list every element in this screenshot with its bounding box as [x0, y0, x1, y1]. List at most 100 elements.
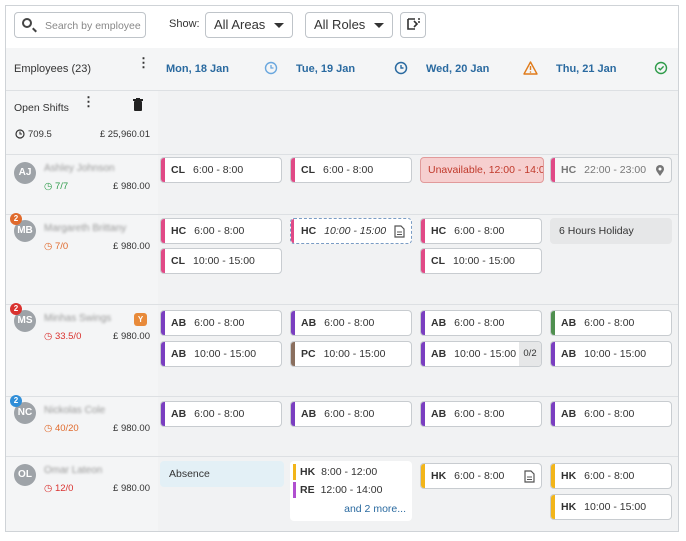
clock-icon	[394, 61, 408, 75]
role-select[interactable]: All Roles	[305, 12, 393, 38]
employee-cost: £ 980.00	[113, 483, 150, 494]
swap-icon	[407, 18, 420, 30]
shift-code: AB	[431, 317, 447, 329]
employee-name: Ashley Johnson	[44, 163, 115, 174]
document-icon	[394, 225, 405, 238]
shift-card[interactable]: CL 6:00 - 8:00	[290, 157, 412, 183]
employee-cost: £ 980.00	[113, 181, 150, 192]
role-select-value: All Roles	[314, 17, 366, 32]
shift-card[interactable]: PC 10:00 - 15:00	[290, 341, 412, 367]
employee-hours-value: 33.5/0	[54, 331, 82, 342]
shift-line[interactable]: RE 12:00 - 14:00	[290, 482, 410, 498]
shift-code: HC	[301, 225, 317, 237]
trash-icon[interactable]	[133, 98, 143, 111]
shift-card[interactable]: AB 10:00 - 15:00	[550, 341, 672, 367]
shift-card[interactable]: AB 6:00 - 8:00	[420, 310, 542, 336]
day-column-tue: Tue, 19 Jan	[288, 48, 419, 531]
shift-card[interactable]: HK 6:00 - 8:00	[550, 463, 672, 489]
day-title: Tue, 19 Jan	[296, 63, 356, 75]
shift-card[interactable]: CL 10:00 - 15:00	[160, 248, 282, 274]
toggle-view-button[interactable]	[400, 12, 426, 38]
shift-code: AB	[431, 348, 447, 360]
employee-row[interactable]: MB 2 Margareth Brittany ◷ 7/0 £ 980.00	[6, 213, 158, 304]
shift-card[interactable]: HK 6:00 - 8:00	[420, 463, 542, 489]
day-header[interactable]: Tue, 19 Jan	[288, 48, 418, 91]
day-title: Mon, 18 Jan	[166, 63, 229, 75]
shift-code: AB	[301, 408, 317, 420]
shift-time: 6:00 - 8:00	[193, 164, 244, 176]
shift-code: RE	[300, 484, 315, 496]
open-shifts-row: Open Shifts ⋮ 709.5 £ 25,960.01	[6, 90, 158, 154]
search-box[interactable]	[14, 12, 147, 38]
employee-row[interactable]: OL Omar Lateon ◷ 12/0 £ 980.00	[6, 456, 158, 531]
shift-card[interactable]: AB 6:00 - 8:00	[550, 401, 672, 427]
absence-card[interactable]: Absence	[160, 461, 284, 487]
shift-card[interactable]: AB 10:00 - 15:00 0/2	[420, 341, 542, 367]
employee-row[interactable]: MS 2 Minhas Swings Y ◷ 33.5/0 £ 980.00	[6, 303, 158, 396]
shift-code: AB	[301, 317, 317, 329]
shift-card[interactable]: HK 10:00 - 15:00	[550, 494, 672, 520]
day-header[interactable]: Wed, 20 Jan	[418, 48, 548, 91]
draft-shift-card[interactable]: HC 10:00 - 15:00	[290, 218, 412, 244]
day-title: Thu, 21 Jan	[556, 63, 617, 75]
employee-cost: £ 980.00	[113, 241, 150, 252]
shift-time: 10:00 - 15:00	[454, 348, 517, 360]
employee-column: Employees (23) ⋮ Open Shifts ⋮ 709.5 £ 2…	[6, 48, 159, 531]
shift-code: AB	[171, 408, 187, 420]
shift-card[interactable]: HC 6:00 - 8:00	[420, 218, 542, 244]
document-icon	[524, 470, 535, 483]
area-select-value: All Areas	[214, 17, 266, 32]
more-vertical-icon[interactable]: ⋮	[137, 55, 150, 70]
employee-hours-value: 7/7	[54, 181, 69, 192]
shift-group[interactable]: HK 8:00 - 12:00 RE 12:00 - 14:00 and 2 mor…	[290, 461, 412, 521]
open-shifts-title: Open Shifts	[14, 102, 69, 114]
holiday-card[interactable]: 6 Hours Holiday	[550, 218, 672, 244]
more-shifts-link[interactable]: and 2 more...	[344, 503, 406, 515]
shift-line[interactable]: HK 8:00 - 12:00	[290, 464, 410, 480]
avatar: MS	[14, 310, 36, 332]
shift-code: CL	[171, 164, 185, 176]
area-select[interactable]: All Areas	[205, 12, 293, 38]
assigned-count: 0/2	[519, 342, 541, 366]
day-title: Wed, 20 Jan	[426, 63, 490, 75]
unavailable-card[interactable]: Unavailable, 12:00 - 14:00	[420, 157, 544, 183]
employee-row[interactable]: NC 2 Nickolas Cole ◷ 40/20 £ 980.00	[6, 395, 158, 456]
chevron-down-icon	[274, 23, 284, 28]
shift-card[interactable]: HC 22:00 - 23:00	[550, 157, 672, 183]
shift-card[interactable]: AB 10:00 - 15:00	[160, 341, 282, 367]
shift-card[interactable]: HC 6:00 - 8:00	[160, 218, 282, 244]
open-shifts-hours: 709.5	[28, 129, 52, 140]
employee-name: Minhas Swings	[44, 313, 112, 324]
shift-card[interactable]: AB 6:00 - 8:00	[420, 401, 542, 427]
shift-card[interactable]: AB 6:00 - 8:00	[290, 401, 412, 427]
more-vertical-icon[interactable]: ⋮	[82, 94, 95, 109]
toolbar: Show: All Areas All Roles	[6, 6, 678, 49]
shift-code: AB	[561, 348, 577, 360]
clock-icon: ◷	[44, 331, 55, 342]
shift-time: 6:00 - 8:00	[323, 164, 374, 176]
shift-card[interactable]: AB 6:00 - 8:00	[160, 401, 282, 427]
clock-icon: ◷	[44, 181, 55, 192]
open-shifts-cost: £ 25,960.01	[99, 129, 150, 140]
holiday-text: 6 Hours Holiday	[559, 225, 634, 237]
shift-code: CL	[431, 255, 445, 267]
day-header[interactable]: Thu, 21 Jan	[548, 48, 678, 91]
absence-text: Absence	[169, 468, 210, 480]
shift-card[interactable]: CL 10:00 - 15:00	[420, 248, 542, 274]
shift-code: AB	[171, 348, 187, 360]
employee-name: Omar Lateon	[44, 465, 103, 476]
employee-hours: ◷ 33.5/0	[44, 331, 81, 342]
shift-card[interactable]: AB 6:00 - 8:00	[160, 310, 282, 336]
shift-card[interactable]: CL 6:00 - 8:00	[160, 157, 282, 183]
notification-badge: 2	[10, 395, 22, 407]
check-circle-icon	[654, 61, 668, 75]
shift-card[interactable]: AB 6:00 - 8:00	[550, 310, 672, 336]
shift-card[interactable]: AB 6:00 - 8:00	[290, 310, 412, 336]
schedule-window: Show: All Areas All Roles Employees (23)…	[5, 5, 679, 532]
day-header[interactable]: Mon, 18 Jan	[158, 48, 288, 91]
employee-row[interactable]: AJ Ashley Johnson ◷ 7/7 £ 980.00	[6, 154, 158, 214]
search-input[interactable]	[43, 16, 147, 36]
clock-icon: ◷	[44, 241, 55, 252]
shift-time: 6:00 - 8:00	[324, 408, 375, 420]
employee-hours: ◷ 7/0	[44, 241, 68, 252]
